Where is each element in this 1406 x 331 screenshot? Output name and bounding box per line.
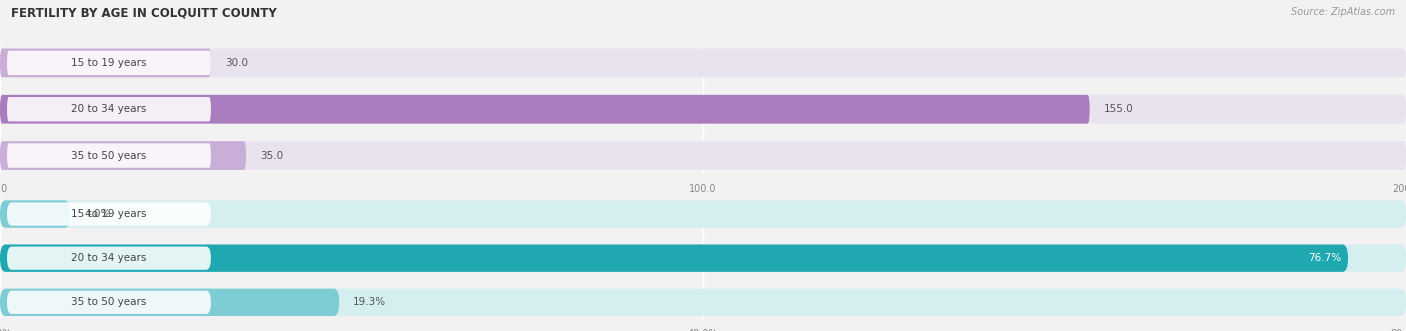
FancyBboxPatch shape [0,95,1406,123]
FancyBboxPatch shape [7,51,211,75]
FancyBboxPatch shape [7,247,211,270]
FancyBboxPatch shape [7,291,211,314]
FancyBboxPatch shape [0,245,1348,272]
FancyBboxPatch shape [0,289,339,316]
Text: 155.0: 155.0 [1104,104,1133,114]
Text: 15 to 19 years: 15 to 19 years [72,209,146,219]
Text: 15 to 19 years: 15 to 19 years [72,58,146,68]
FancyBboxPatch shape [0,245,1406,272]
Text: 76.7%: 76.7% [1308,253,1341,263]
Text: 4.0%: 4.0% [84,209,111,219]
FancyBboxPatch shape [0,289,1406,316]
Text: 20 to 34 years: 20 to 34 years [72,104,146,114]
FancyBboxPatch shape [0,49,1406,77]
Text: 35 to 50 years: 35 to 50 years [72,297,146,307]
FancyBboxPatch shape [0,141,246,170]
Text: 35 to 50 years: 35 to 50 years [72,151,146,161]
FancyBboxPatch shape [7,203,211,226]
Text: FERTILITY BY AGE IN COLQUITT COUNTY: FERTILITY BY AGE IN COLQUITT COUNTY [11,7,277,20]
Text: 30.0: 30.0 [225,58,247,68]
FancyBboxPatch shape [7,143,211,168]
FancyBboxPatch shape [0,95,1090,123]
Text: 20 to 34 years: 20 to 34 years [72,253,146,263]
FancyBboxPatch shape [7,97,211,121]
FancyBboxPatch shape [0,200,70,228]
FancyBboxPatch shape [0,49,211,77]
Text: 19.3%: 19.3% [353,297,387,307]
FancyBboxPatch shape [0,141,1406,170]
Text: 35.0: 35.0 [260,151,283,161]
Text: Source: ZipAtlas.com: Source: ZipAtlas.com [1291,7,1395,17]
FancyBboxPatch shape [0,200,1406,228]
